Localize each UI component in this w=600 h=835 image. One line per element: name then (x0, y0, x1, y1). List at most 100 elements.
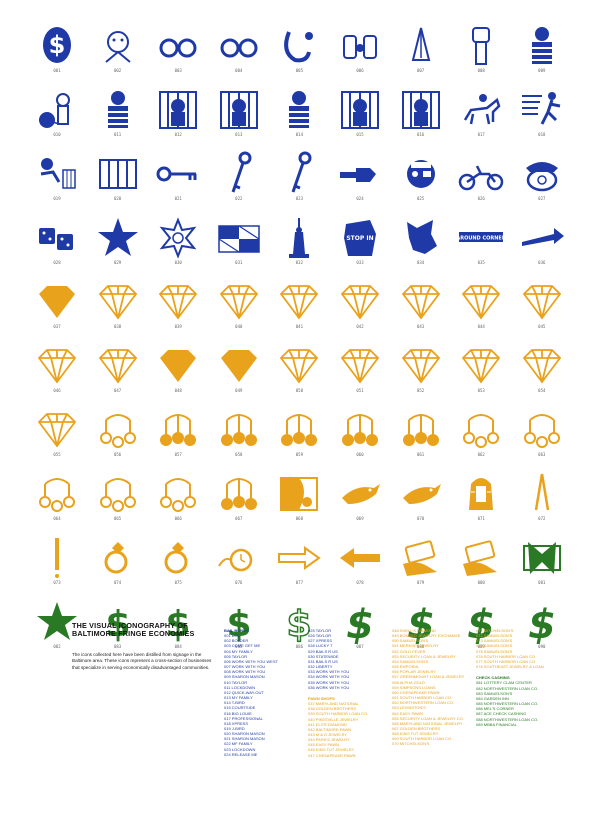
key-icon (156, 166, 197, 182)
legend-entry: 053 SECURITY LOAN & JEWELRY (392, 653, 456, 659)
bird-illustration-icon (402, 484, 441, 504)
hand-with-money-icon (463, 540, 498, 576)
legend-entry: 085 NORTHWESTERN LOAN CO. (476, 701, 539, 707)
icon-cell: 021 (148, 146, 208, 210)
icon-number: 017 (477, 132, 485, 137)
icon-number: 011 (113, 132, 122, 137)
icon-cell: 070 (391, 466, 451, 530)
icon-number: 076 (235, 580, 243, 585)
legend-entry: 040 PIKESVILLE JEWELRY (308, 716, 359, 722)
legend-entry: 009 SHARON MASON (224, 674, 265, 680)
icon-cell: 041 (269, 274, 329, 338)
money-bow-icon (522, 542, 561, 574)
legend-entry: 027 XPRESS (308, 638, 333, 644)
legend-entry: 002 BOLDER (224, 638, 249, 644)
icon-number: 068 (295, 516, 303, 521)
icon-number: 073 (53, 580, 61, 585)
icon-number: 012 (174, 132, 182, 137)
icon-cell: 017 (451, 82, 511, 146)
icon-cell: 058 (209, 402, 269, 466)
icon-number: 034 (416, 260, 425, 265)
legend-entry: 020 SHARON MASON (224, 731, 265, 737)
diamond-outline-icon (158, 285, 198, 320)
legend-entry: 086 MEL'S CORNER (476, 706, 514, 712)
icon-cell: 074 (88, 530, 148, 594)
legend-entry: 068 KING TUT JEWELRY (392, 731, 439, 737)
category-bail-bonds: BAIL BONDS (224, 628, 249, 633)
icon-cell: 040 (209, 274, 269, 338)
legend-entry: 033 WORK WITH YOU (308, 669, 350, 675)
icon-number: 054 (538, 388, 546, 393)
icon-number: 063 (538, 452, 546, 457)
legend-entry: 014 T-BIRD (224, 700, 245, 706)
pawn-balls-outline-icon (523, 414, 560, 448)
icon-cell: 071 (451, 466, 511, 530)
icon-cell: 037 (27, 274, 87, 338)
svg-text:$: $ (166, 604, 191, 644)
pharaoh-icon (469, 478, 494, 510)
legend-entry: 067 GOLDEN BROTHERS (392, 725, 441, 731)
legend-entry: 008 WORK WITH YOU (224, 669, 266, 675)
icon-cell: 072 (512, 466, 572, 530)
dollar-icon: $ (226, 604, 251, 644)
icon-number: 053 (477, 388, 485, 393)
icon-number: 080 (477, 580, 485, 585)
diamond-outline-icon (401, 285, 440, 320)
arrow-left-icon (340, 548, 380, 568)
icon-cell: 054 (512, 338, 572, 402)
icon-number: 056 (113, 452, 122, 457)
diamond-outline-icon (219, 285, 258, 320)
icon-cell: 015 (330, 82, 390, 146)
legend-entry: 056 POPLAR JEWELRY (392, 669, 436, 675)
icon-cell: 014 (269, 82, 329, 146)
icon-cell: 068 (269, 466, 329, 530)
icon-number: 016 (416, 132, 425, 137)
icon-number: 036 (538, 260, 546, 265)
icon-cell: 053 (451, 338, 511, 402)
icon-number: 060 (356, 452, 364, 457)
dollar-bold-icon: $ (528, 602, 556, 644)
dollar-icon: $ (105, 604, 130, 644)
legend-entry: 044 PARK'S JEWELRY (308, 737, 350, 743)
icon-number: 061 (416, 452, 425, 457)
icon-cell: 029 (88, 210, 148, 274)
icon-cell: 069 (330, 466, 390, 530)
legend-list-check: 081 LOTTERY CLAM CENTER 082 NORTHWESTERN … (476, 680, 544, 726)
jail-cell-icon (159, 91, 198, 129)
legend-entry: 034 WORK WITH YOU (308, 674, 350, 680)
banner-icon: AROUND CORNER (457, 232, 505, 242)
diamond-outline-icon (461, 349, 501, 384)
sheriff-star-icon (159, 217, 197, 259)
icon-number: 018 (538, 132, 546, 137)
diamond-outline-icon (280, 349, 319, 384)
icon-cell: 052 (391, 338, 451, 402)
legend-entry: 003 COME GET ME (224, 643, 261, 649)
icon-cell: 010 (27, 82, 87, 146)
prisoner-icon (531, 27, 552, 64)
legend-entry: 016 BIG LOUIE (224, 710, 252, 716)
legend-entry: 077 SOUTH HARBOR LOAN CO. (476, 658, 537, 664)
icon-cell: 005 (269, 18, 329, 82)
icon-cell: 036 (512, 210, 572, 274)
icon-cell: $088 (391, 594, 451, 658)
legend-list-bail: 001 DOL 002 BOLDER 003 COME GET ME 004 MY F… (224, 633, 278, 757)
svg-text:$: $ (226, 604, 251, 644)
dice-icon (39, 228, 73, 250)
legend-list-pawn-cont: 048 SHELL'S DIAMOND 049 BONDED JEWELRY EX… (392, 628, 464, 747)
svg-text:$: $ (467, 602, 495, 644)
legend-entry: 023 LOCKDOWN (224, 746, 256, 752)
legend-entry: 061 SOUTH HARBOR LOAN CO. (392, 695, 453, 701)
legend-list-bail-cont: 025 TAYLOR 026 TAYLOR 027 XPRESS 028 LUCKY … (308, 628, 368, 690)
legend-entry: 049 BONDED JEWELRY EXCHANGE (392, 633, 461, 639)
icon-cell: 082 (27, 594, 87, 658)
icon-number: 082 (53, 644, 61, 649)
icon-cell: 028 (27, 210, 87, 274)
icon-cell: 009 (512, 18, 572, 82)
icon-cell: $086 (269, 594, 329, 658)
icon-cell: 061 (391, 402, 451, 466)
icon-cell: 019 (27, 146, 87, 210)
legend-entry: 062 NORTHWESTERN LOAN CO. (392, 700, 455, 706)
legend-entry: 071 MITCHELSON'S (476, 628, 514, 633)
icon-cell: 003 (148, 18, 208, 82)
running-man-icon (521, 92, 561, 125)
